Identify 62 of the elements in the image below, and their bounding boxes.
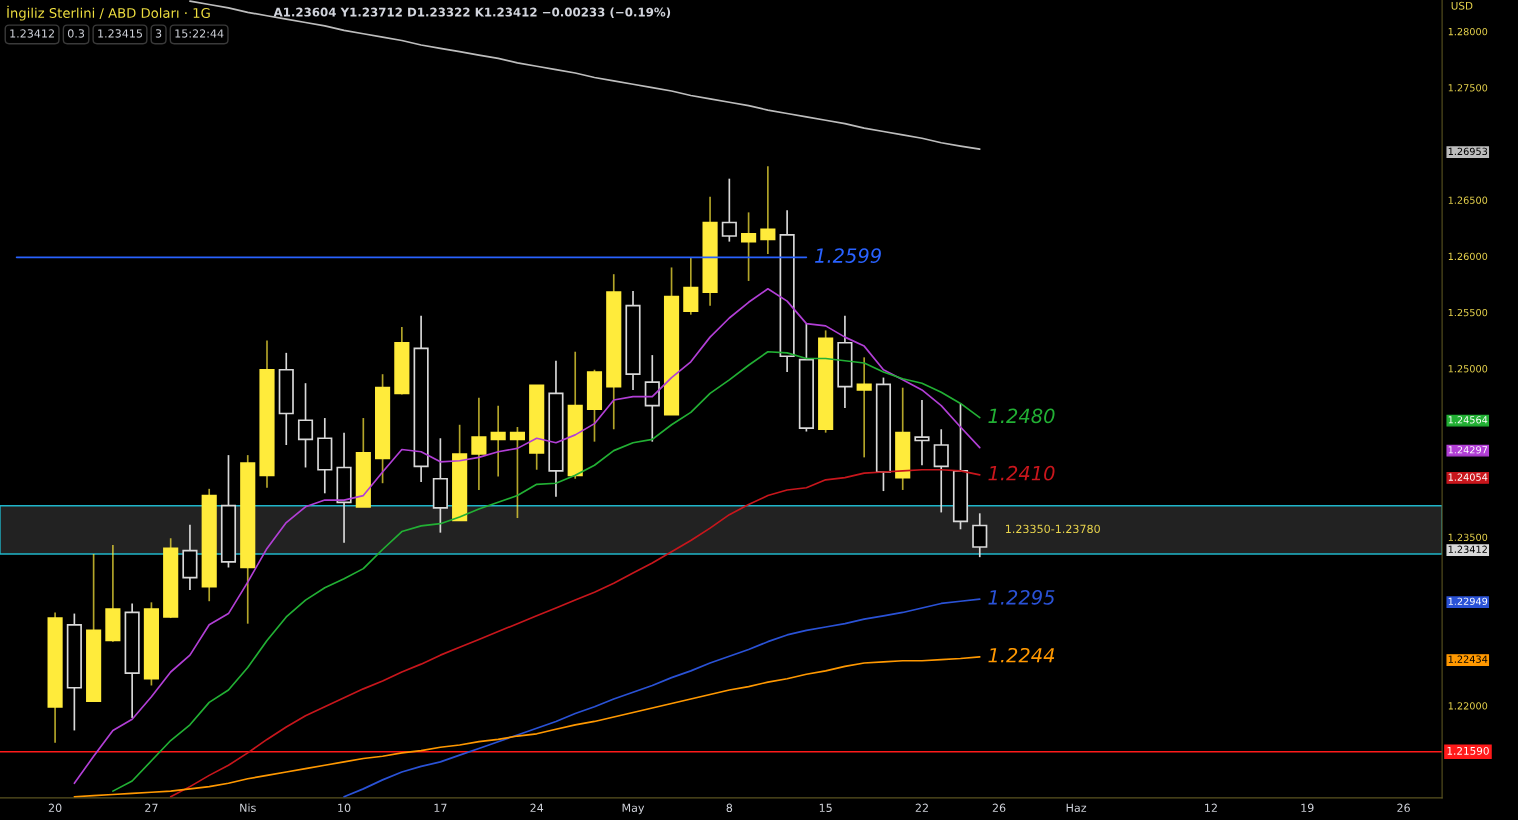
candlestick: [972, 512, 988, 558]
y-tick-label: 1.22949: [1448, 597, 1488, 605]
x-tick-label: 27: [145, 803, 158, 812]
series-label: 1.2244: [988, 647, 1055, 663]
candlestick: [509, 426, 526, 519]
y-tick-label: 1.26000: [1448, 252, 1488, 261]
x-tick-label: Haz: [1066, 803, 1087, 813]
line-series: [73, 287, 981, 785]
annotation: 15:22:44: [175, 29, 224, 38]
text: A1.23604 Y1.23712 D1.23322 K1.23412 −0.00233 (−0.19%): [273, 7, 671, 18]
y-tick-label: 1.27500: [1448, 84, 1488, 92]
x-tick-label: 20: [48, 803, 62, 813]
candlestick: [914, 399, 930, 467]
candlestick: [741, 211, 757, 282]
candlestick: [297, 382, 314, 469]
y-tick-label: 1.22434: [1448, 655, 1488, 663]
annotation: 1.23412: [10, 29, 54, 38]
series-label: 1.2410: [988, 465, 1055, 481]
candlestick: [471, 396, 487, 491]
annotation: 3: [155, 29, 162, 38]
ref-line-label: 1.21590: [1447, 746, 1489, 755]
chart-title: İngiliz Sterlini / ABD Doları · 1G: [7, 5, 210, 21]
y-tick-label: 1.24054: [1448, 473, 1488, 481]
x-tick-label: 8: [726, 803, 733, 813]
y-tick-label: 1.26953: [1448, 147, 1488, 156]
x-tick-label: Nis: [240, 803, 256, 813]
y-axis-title: USD: [1451, 1, 1473, 10]
y-tick-label: 1.23500: [1448, 533, 1488, 541]
series-label: 1.2295: [988, 590, 1055, 605]
candlestick: [490, 404, 506, 478]
x-tick-label: 15: [819, 803, 832, 813]
line-series: [343, 598, 981, 798]
y-tick-label: 1.24297: [1448, 446, 1488, 454]
line-series: [112, 350, 981, 792]
band-label: 1.23350-1.23780: [1006, 524, 1100, 534]
x-tick-label: 19: [1301, 803, 1314, 813]
x-tick-label: 17: [434, 803, 447, 812]
candlestick: [644, 354, 660, 443]
y-tick-label: 1.28000: [1448, 27, 1488, 36]
x-tick-label: 26: [1397, 803, 1410, 813]
y-tick-label: 1.25000: [1448, 365, 1488, 373]
candlestick: [856, 356, 872, 459]
x-tick-label: 12: [1205, 803, 1217, 812]
x-tick-label: 24: [530, 803, 544, 812]
candlestick: [760, 165, 776, 255]
x-tick-label: 10: [338, 803, 351, 813]
series-label: 1.2480: [988, 408, 1055, 424]
y-tick-label: 1.24564: [1448, 416, 1488, 424]
x-tick-label: May: [622, 803, 645, 815]
x-tick-label: 22: [915, 803, 928, 812]
x-tick-label: 26: [992, 803, 1006, 813]
annotation: 0.3: [67, 29, 85, 38]
y-tick-label: 1.25500: [1448, 308, 1488, 317]
annotation: 1.23415: [98, 29, 142, 38]
candlestick: [721, 177, 737, 243]
series-label: 1.2599: [815, 248, 881, 263]
y-tick-label: 1.26500: [1448, 196, 1488, 204]
y-tick-label: 1.23412: [1448, 545, 1487, 553]
line-series: [73, 656, 981, 798]
y-tick-label: 1.22000: [1448, 702, 1488, 710]
candlestick: [683, 256, 699, 316]
candlestick: [933, 428, 949, 514]
